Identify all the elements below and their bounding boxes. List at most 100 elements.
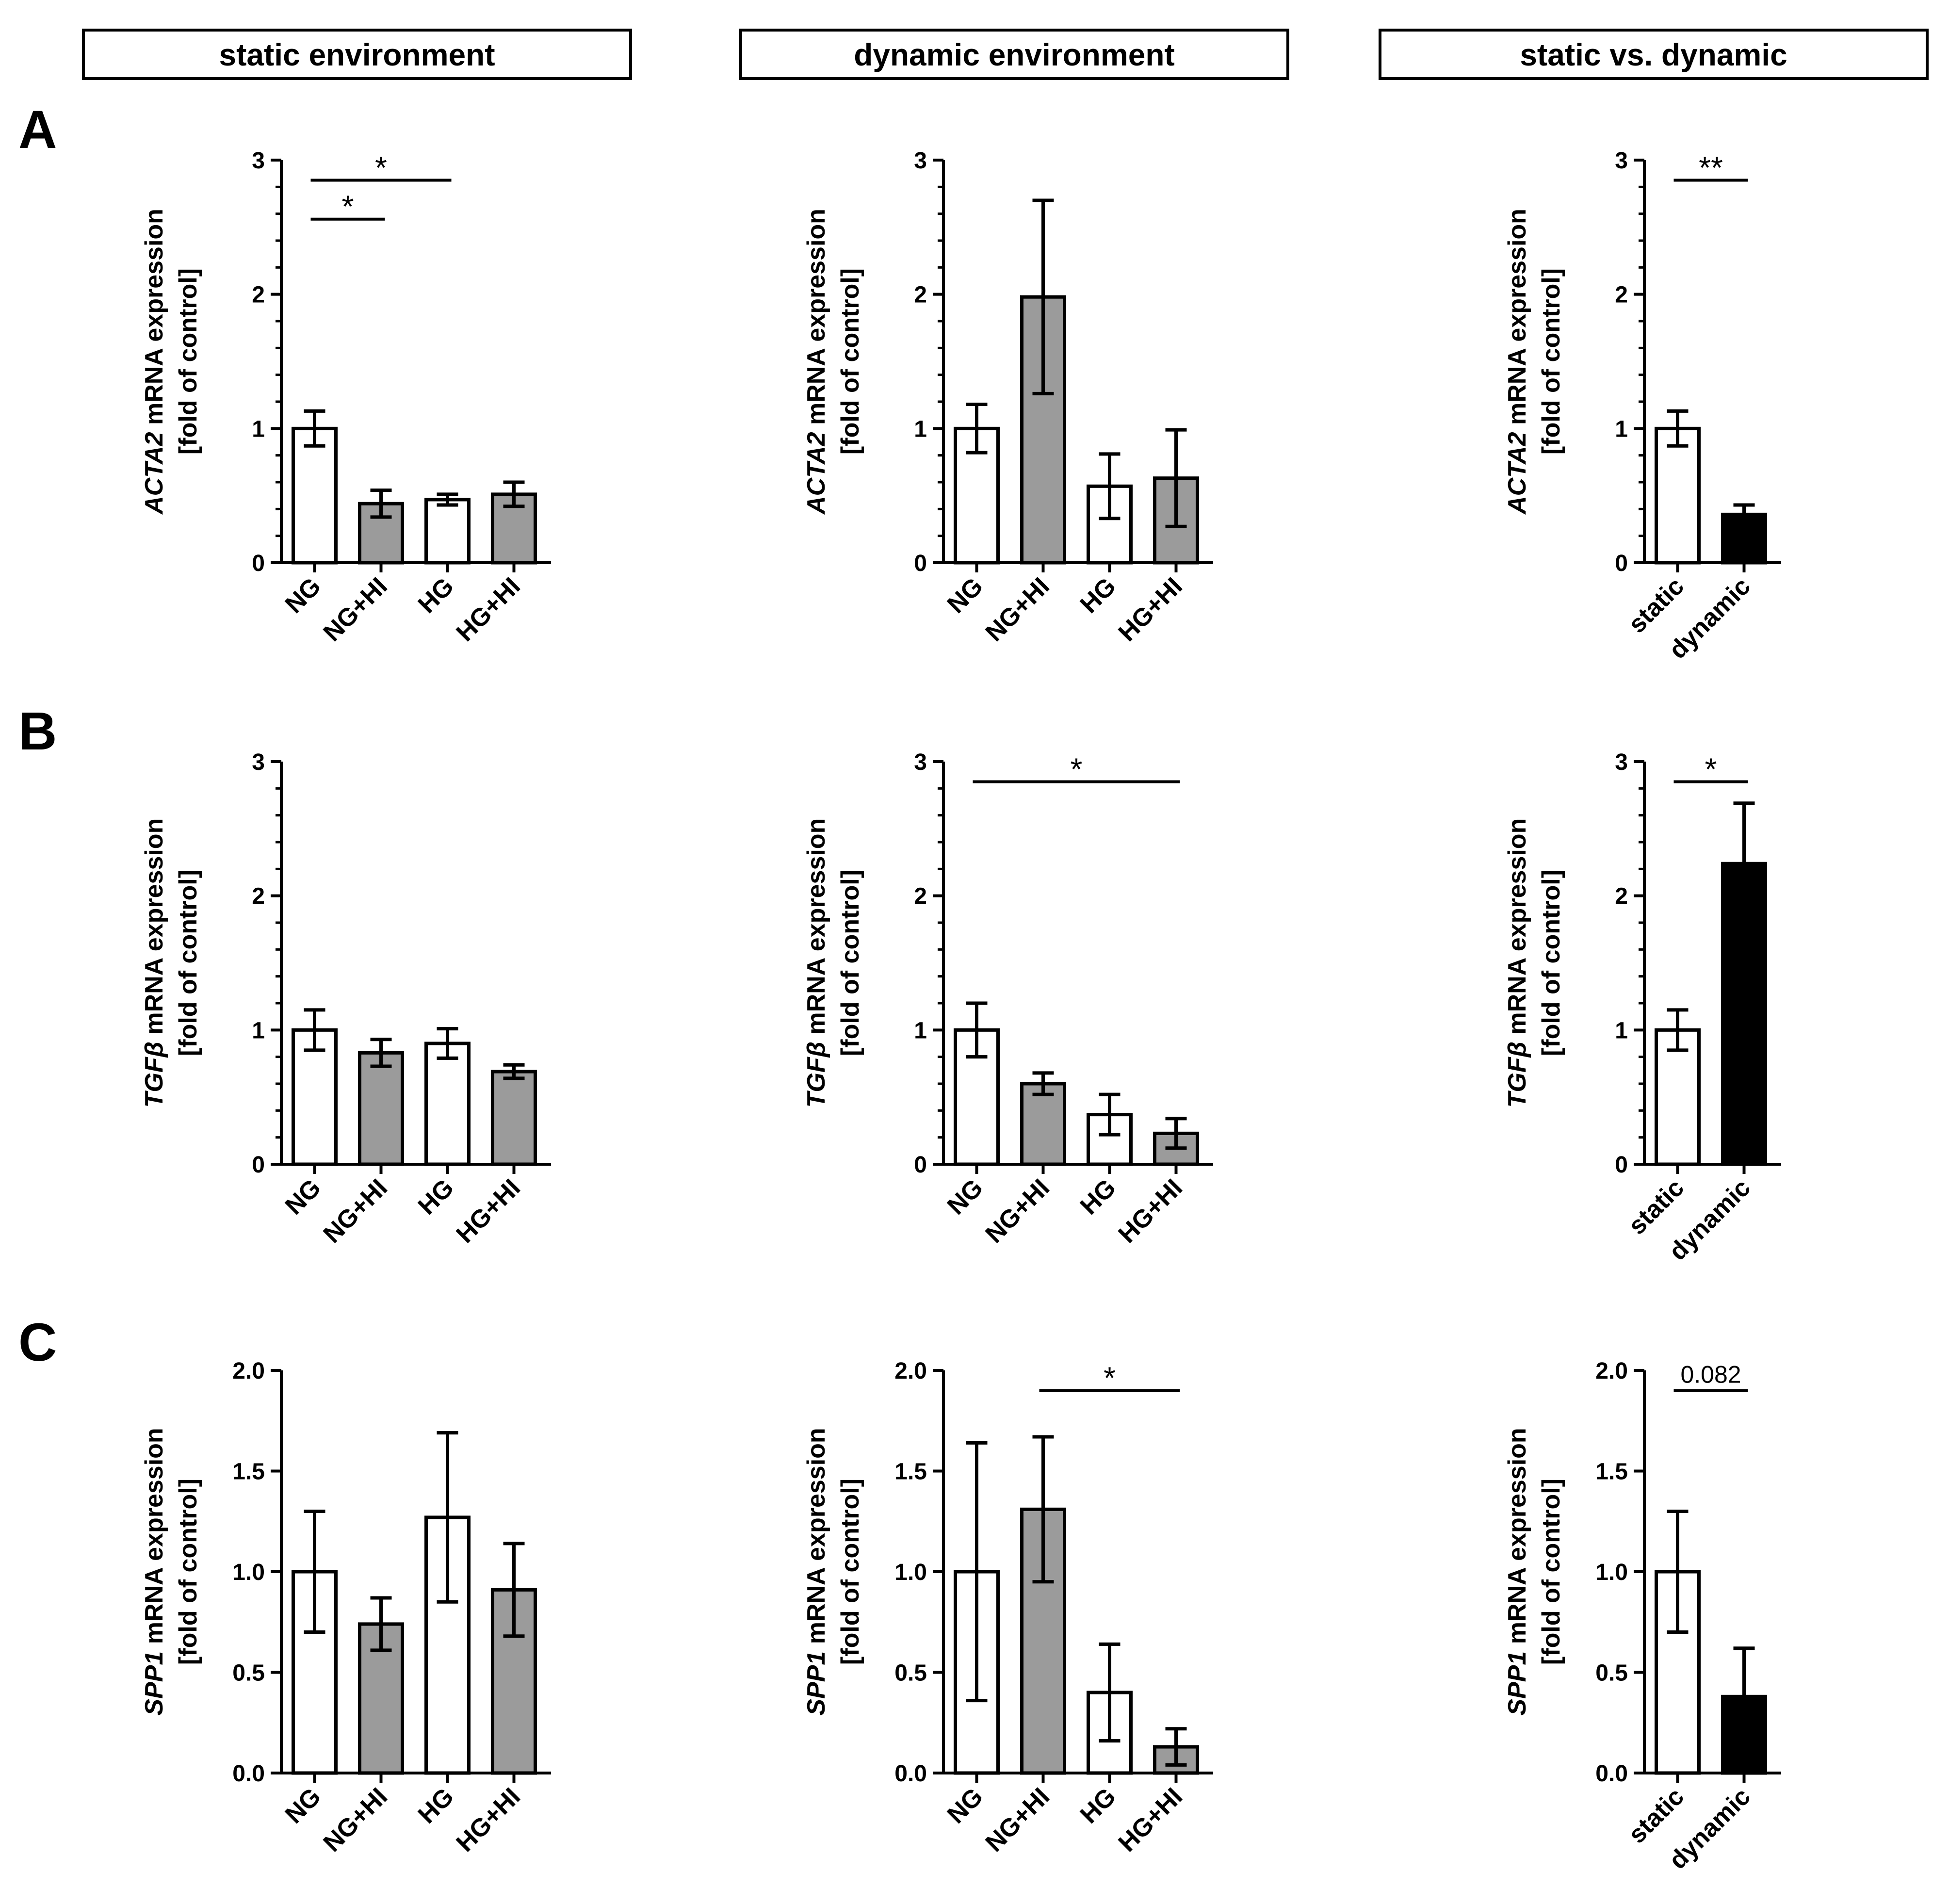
y-tick-label: 0 — [1615, 1152, 1628, 1178]
significance-label: * — [1104, 1361, 1116, 1396]
y-tick-label: 2.0 — [232, 1358, 265, 1384]
x-category-label: NG — [280, 1782, 326, 1829]
x-category-label: NG+HI — [318, 1173, 393, 1248]
y-axis-label-gene: SPP1 — [802, 1651, 830, 1716]
y-axis-label-unit: [fold of control] — [174, 1479, 202, 1665]
y-axis-label: SPP1 mRNA expression — [802, 1428, 830, 1715]
row-label-b: B — [18, 701, 57, 761]
x-category-label: HG+HI — [1113, 1782, 1188, 1857]
y-axis-label-gene: TGFβ — [802, 1042, 830, 1107]
y-axis-label-unit: [fold of control] — [174, 870, 202, 1056]
y-tick-label: 2 — [914, 884, 927, 910]
column-header-dynamic-label: dynamic environment — [854, 37, 1175, 72]
y-axis-label: ACTA2 mRNA expression — [802, 209, 830, 515]
x-category-label: NG+HI — [980, 1782, 1055, 1857]
y-tick-label: 1 — [914, 416, 927, 442]
x-category-label: NG+HI — [318, 572, 393, 647]
y-tick-label: 0 — [252, 551, 265, 576]
x-category-label: HG — [1075, 572, 1121, 618]
error-bar — [304, 1510, 325, 1634]
bar — [491, 1070, 537, 1166]
y-tick-label: 1.5 — [894, 1459, 927, 1485]
error-bar — [503, 1063, 525, 1080]
y-tick-label: 0 — [1615, 551, 1628, 576]
x-category-label: HG — [413, 1173, 459, 1220]
error-bar — [1165, 1727, 1187, 1767]
significance-label: 0.082 — [1680, 1361, 1741, 1388]
y-axis-label-gene: TGFβ — [1503, 1042, 1531, 1107]
y-axis-label-text: mRNA expression — [140, 209, 168, 432]
y-axis-label: ACTA2 mRNA expression — [1503, 209, 1531, 515]
y-axis-label: SPP1 mRNA expression — [1503, 1428, 1531, 1715]
column-header-static-label: static environment — [219, 37, 495, 72]
y-tick-label: 0 — [914, 1152, 927, 1178]
error-bar — [437, 492, 458, 507]
y-tick-label: 2.0 — [894, 1358, 927, 1384]
y-tick-label: 1 — [1615, 1018, 1628, 1043]
error-bar — [370, 1596, 392, 1652]
y-tick-label: 0.0 — [232, 1761, 265, 1787]
y-axis-label: ACTA2 mRNA expression — [140, 209, 168, 515]
error-bar — [1032, 1071, 1054, 1096]
y-tick-label: 1.0 — [1595, 1560, 1628, 1585]
error-bar — [370, 488, 392, 519]
y-axis-label-gene: ACTA2 — [802, 432, 830, 515]
y-tick-label: 3 — [914, 148, 927, 174]
y-tick-label: 3 — [252, 148, 265, 174]
x-category-label: NG+HI — [980, 572, 1055, 647]
y-axis-label: TGFβ mRNA expression — [802, 818, 830, 1108]
error-bar — [1667, 1510, 1689, 1634]
y-tick-label: 0.5 — [1595, 1660, 1628, 1686]
x-category-label: HG — [413, 1782, 459, 1829]
y-axis-label-text: mRNA expression — [802, 818, 830, 1042]
y-tick-label: 3 — [1615, 749, 1628, 775]
y-tick-label: 1.5 — [1595, 1459, 1628, 1485]
error-bar — [1165, 1117, 1187, 1150]
x-category-label: NG — [280, 1173, 326, 1220]
error-bar — [1032, 198, 1054, 395]
x-category-label: HG+HI — [451, 572, 526, 647]
y-axis-label-gene: SPP1 — [140, 1651, 168, 1716]
y-tick-label: 1.5 — [232, 1459, 265, 1485]
column-header-dynamic: dynamic environment — [739, 29, 1289, 80]
y-axis-label-text: mRNA expression — [1503, 209, 1531, 432]
y-axis-label: SPP1 mRNA expression — [140, 1428, 168, 1715]
y-tick-label: 2 — [252, 282, 265, 308]
bar — [424, 498, 471, 565]
y-tick-label: 2 — [1615, 282, 1628, 308]
x-category-label: HG+HI — [451, 1782, 526, 1857]
y-axis-label: TGFβ mRNA expression — [140, 818, 168, 1108]
x-category-label: NG — [280, 572, 326, 618]
y-tick-label: 0.5 — [232, 1660, 265, 1686]
significance-label: * — [1071, 752, 1083, 787]
x-category-label: NG — [942, 1782, 989, 1829]
y-tick-label: 0.0 — [894, 1761, 927, 1787]
y-axis-label-unit: [fold of control] — [1537, 1479, 1565, 1665]
y-axis-label-unit: [fold of control] — [836, 1479, 864, 1665]
error-bar — [503, 480, 525, 508]
y-axis-label-text: mRNA expression — [140, 1428, 168, 1651]
y-tick-label: 3 — [252, 749, 265, 775]
y-tick-label: 2 — [252, 884, 265, 910]
error-bar — [1733, 503, 1755, 526]
y-axis-label-text: mRNA expression — [802, 209, 830, 432]
error-bar — [304, 1008, 325, 1052]
column-header-static: static environment — [82, 29, 632, 80]
error-bar — [304, 409, 325, 448]
x-category-label: NG+HI — [318, 1782, 393, 1857]
bar — [1655, 426, 1701, 565]
y-axis-label-unit: [fold of control] — [174, 268, 202, 455]
y-axis-label-text: mRNA expression — [802, 1428, 830, 1651]
error-bar — [503, 1542, 525, 1638]
x-category-label: NG — [942, 1173, 989, 1220]
y-axis-label-unit: [fold of control] — [836, 870, 864, 1056]
column-header-comparison-label: static vs. dynamic — [1520, 37, 1787, 72]
y-axis-label-unit: [fold of control] — [1537, 870, 1565, 1056]
